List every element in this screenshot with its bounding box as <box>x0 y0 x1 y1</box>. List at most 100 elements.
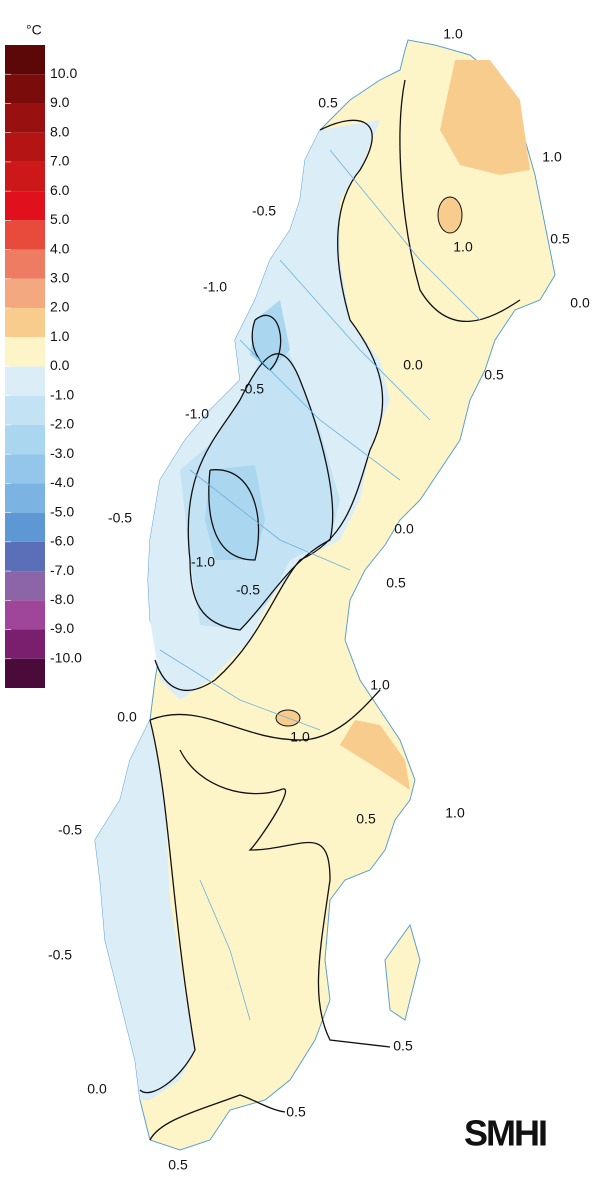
legend-swatch <box>5 103 45 133</box>
contour <box>187 353 334 631</box>
river <box>199 879 251 1021</box>
contour-label: 0.0 <box>87 1081 107 1097</box>
contour-label: 0.5 <box>356 811 376 827</box>
river <box>159 649 321 731</box>
contour <box>154 119 384 691</box>
river <box>329 149 481 321</box>
contour-label: 0.0 <box>117 709 137 725</box>
contour-label: -0.5 <box>240 381 264 397</box>
legend-swatch <box>5 45 45 75</box>
legend-swatch <box>5 220 45 250</box>
positive-region <box>440 60 530 175</box>
contour-label: 0.0 <box>403 357 423 373</box>
legend-swatch <box>5 454 45 484</box>
contour <box>399 79 521 322</box>
legend-label: -5.0 <box>50 503 74 519</box>
contour <box>149 1094 286 1141</box>
contour <box>149 689 381 741</box>
legend-swatch <box>5 512 45 542</box>
contour-labels: 1.0 0.5 1.0 1.0 0.5 0.0 -0.5 -1.0 0.0 0.… <box>48 26 590 1173</box>
legend-label: 6.0 <box>50 182 70 198</box>
legend-label: -1.0 <box>50 386 74 402</box>
contour-label: -0.5 <box>48 947 72 963</box>
contour <box>139 719 196 1094</box>
legend-swatch <box>5 658 45 688</box>
contour-label: 0.5 <box>484 367 504 383</box>
legend-label: -10.0 <box>50 649 82 665</box>
positive-region <box>340 720 410 790</box>
contour <box>208 469 260 561</box>
legend-label: -6.0 <box>50 533 74 549</box>
legend-swatch <box>5 541 45 572</box>
contours <box>139 79 521 1141</box>
legend-label: -8.0 <box>50 591 74 607</box>
contour-label: 0.0 <box>570 295 590 311</box>
river <box>189 469 351 571</box>
contour-label: 1.0 <box>445 805 465 821</box>
legend-swatch <box>5 161 45 192</box>
contour-label: 1.0 <box>370 677 390 693</box>
legend-label: -9.0 <box>50 620 74 636</box>
legend-swatch <box>5 337 45 367</box>
legend-label: -3.0 <box>50 445 74 461</box>
legend-swatch <box>5 132 45 162</box>
legend-label: -4.0 <box>50 474 74 490</box>
contour-label: 1.0 <box>443 26 463 42</box>
river <box>239 339 401 481</box>
contour-label: 0.5 <box>393 1038 413 1054</box>
sweden <box>94 39 556 1151</box>
legend-swatch <box>5 395 45 425</box>
legend-label: 1.0 <box>50 328 70 344</box>
contour-label: 0.5 <box>318 95 338 111</box>
river <box>279 259 431 421</box>
contour <box>179 749 391 1048</box>
gotland <box>384 923 421 1021</box>
contour-label: -1.0 <box>203 279 227 295</box>
legend-label: 3.0 <box>50 270 70 286</box>
contour-label: 1.0 <box>453 239 473 255</box>
legend-swatch <box>5 74 45 104</box>
contour-label: -1.0 <box>191 554 215 570</box>
legend-label: 7.0 <box>50 153 70 169</box>
rivers <box>159 149 481 1021</box>
legend-swatch <box>5 278 45 309</box>
contour-label: 1.0 <box>542 149 562 165</box>
contour-label: -0.5 <box>108 510 132 526</box>
positive-region <box>437 196 463 234</box>
negative-region <box>205 465 265 560</box>
legend-swatch <box>5 483 45 513</box>
legend-label: 9.0 <box>50 94 70 110</box>
contour-label: -0.5 <box>58 822 82 838</box>
legend-label: 5.0 <box>50 211 70 227</box>
contour-label: 1.0 <box>290 729 310 745</box>
contour-label: 0.0 <box>394 521 414 537</box>
legend-swatch <box>5 571 45 601</box>
legend-swatch <box>5 600 45 630</box>
legend-label: 10.0 <box>50 65 77 81</box>
legend-swatch <box>5 308 45 338</box>
legend-swatch <box>5 629 45 659</box>
negative-region <box>95 720 195 1100</box>
legend-label: 8.0 <box>50 123 70 139</box>
legend-label: 0.0 <box>50 357 70 373</box>
legend: °C 10.0 9.0 8.0 7.0 6.0 5.0 4.0 3.0 2.0 1.0 0.0 -1.… <box>5 22 82 688</box>
contour-label: 0.5 <box>286 1104 306 1120</box>
legend-label: 2.0 <box>50 299 70 315</box>
contour-label: 0.5 <box>386 575 406 591</box>
logo: SMHI <box>464 1113 546 1154</box>
legend-swatch <box>5 191 45 221</box>
legend-swatch <box>5 424 45 455</box>
contour-label: -1.0 <box>185 406 209 422</box>
legend-label: -7.0 <box>50 562 74 578</box>
contour-label: 0.5 <box>168 1157 188 1173</box>
contour <box>251 314 282 371</box>
legend-swatch <box>5 366 45 396</box>
legend-label: 4.0 <box>50 240 70 256</box>
contour-label: 0.5 <box>550 231 570 247</box>
legend-swatch <box>5 249 45 279</box>
legend-unit: °C <box>26 22 42 38</box>
contour-label: -0.5 <box>236 582 260 598</box>
legend-label: -2.0 <box>50 416 74 432</box>
contour-label: -0.5 <box>252 203 276 219</box>
